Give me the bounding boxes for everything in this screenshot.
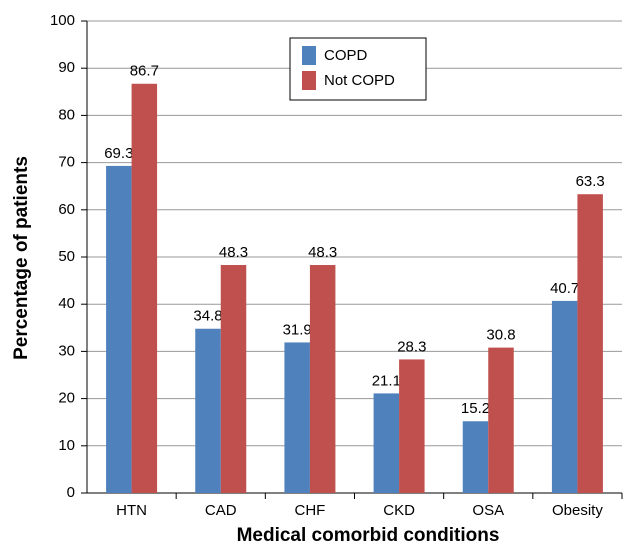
legend-label: COPD <box>324 47 368 64</box>
x-axis-label: Medical comorbid conditions <box>237 525 500 546</box>
y-tick-label: 70 <box>58 154 75 171</box>
value-label: 21.1 <box>372 372 401 389</box>
x-tick-label: Obesity <box>552 502 603 519</box>
legend-swatch <box>302 46 316 65</box>
bar <box>106 165 132 494</box>
value-label: 15.2 <box>461 400 490 417</box>
y-tick-label: 40 <box>58 295 75 312</box>
bar <box>399 359 425 493</box>
x-tick-label: OSA <box>472 502 504 519</box>
x-tick-label: CHF <box>295 502 326 519</box>
bar <box>309 265 336 493</box>
x-tick-label: HTN <box>116 502 147 519</box>
value-label: 86.7 <box>130 63 159 80</box>
bar <box>577 194 603 493</box>
legend-swatch <box>302 71 316 90</box>
y-tick-label: 80 <box>58 106 75 123</box>
x-tick-label: CKD <box>383 502 415 519</box>
bar <box>284 342 310 493</box>
bar <box>220 265 247 493</box>
value-label: 63.3 <box>576 173 605 190</box>
y-tick-label: 50 <box>58 248 75 265</box>
y-tick-label: 100 <box>50 12 75 29</box>
bar <box>462 421 489 493</box>
value-label: 28.3 <box>397 338 426 355</box>
bar <box>373 393 400 493</box>
bar <box>488 347 514 493</box>
value-label: 69.3 <box>104 145 133 162</box>
y-tick-label: 0 <box>67 484 75 501</box>
y-axis-label: Percentage of patients <box>11 156 32 360</box>
x-tick-label: CAD <box>205 502 237 519</box>
y-tick-label: 20 <box>58 390 75 407</box>
value-label: 31.9 <box>283 321 312 338</box>
y-tick-label: 30 <box>58 342 75 359</box>
bar <box>131 83 158 493</box>
bar <box>551 300 578 493</box>
value-label: 48.3 <box>219 244 248 261</box>
value-label: 40.7 <box>550 280 579 297</box>
y-tick-label: 90 <box>58 59 75 76</box>
value-label: 34.8 <box>193 308 222 325</box>
value-label: 48.3 <box>308 244 337 261</box>
value-label: 30.8 <box>486 327 515 344</box>
bar <box>195 328 221 493</box>
y-tick-label: 60 <box>58 201 75 218</box>
y-tick-label: 10 <box>58 437 75 454</box>
legend-label: Not COPD <box>324 72 395 89</box>
